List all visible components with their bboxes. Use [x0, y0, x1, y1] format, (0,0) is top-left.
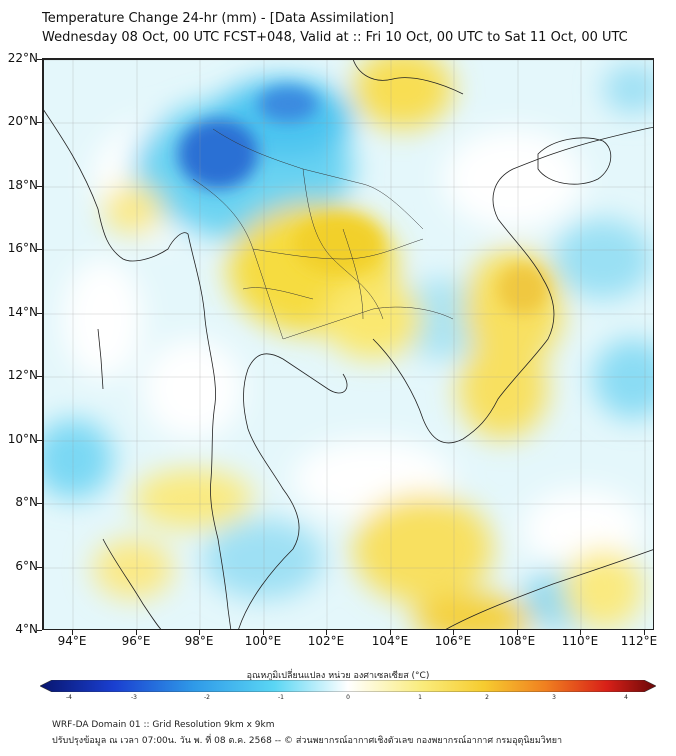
coastlines	[43, 59, 653, 629]
colorbar-tick-1: 1	[418, 694, 422, 701]
colorbar-tick-2: 2	[485, 694, 489, 701]
lon-label-98e: 98°E	[184, 634, 214, 648]
admin-borders	[192, 128, 454, 340]
lat-label-6n: 6°N	[15, 559, 38, 573]
lat-label-8n: 8°N	[15, 495, 38, 509]
colorbar-tick-minus2: -2	[204, 694, 210, 701]
map-title: Temperature Change 24-hr (mm) - [Data As…	[42, 11, 394, 26]
lat-label-10n: 10°N	[7, 432, 38, 446]
colorbar-tick-0: 0	[346, 694, 350, 701]
colorbar-title: อุณหภูมิเปลี่ยนแปลง หน่วย องศาเซลเซียส (…	[246, 671, 430, 681]
colorbar-tick-4: 4	[624, 694, 628, 701]
lon-label-106e: 106°E	[434, 634, 472, 648]
lat-label-14n: 14°N	[7, 305, 38, 319]
colorbar-tick-minus4: -4	[66, 694, 72, 701]
lon-label-102e: 102°E	[307, 634, 345, 648]
footer-model-info: WRF-DA Domain 01 :: Grid Resolution 9km …	[52, 720, 275, 730]
lat-label-12n: 12°N	[7, 368, 38, 382]
lon-label-104e: 104°E	[371, 634, 409, 648]
map-subtitle: Wednesday 08 Oct, 00 UTC FCST+048, Valid…	[42, 30, 628, 45]
lon-label-108e: 108°E	[498, 634, 536, 648]
colorbar-tick-minus1: -1	[278, 694, 284, 701]
colorbar-tick-3: 3	[552, 694, 556, 701]
lat-label-22n: 22°N	[7, 51, 38, 65]
lon-label-110e: 110°E	[561, 634, 599, 648]
lon-label-94e: 94°E	[57, 634, 87, 648]
lat-label-18n: 18°N	[7, 178, 38, 192]
colorbar-tick-minus3: -3	[131, 694, 137, 701]
map-canvas	[43, 59, 653, 629]
temperature-change-map	[42, 58, 654, 630]
colorbar	[40, 680, 656, 692]
lon-label-112e: 112°E	[620, 634, 658, 648]
lat-label-20n: 20°N	[7, 114, 38, 128]
lat-label-16n: 16°N	[7, 241, 38, 255]
footer-credit: ปรับปรุงข้อมูล ณ เวลา 07:00น. วัน พ. ที่…	[52, 736, 563, 746]
lon-label-96e: 96°E	[121, 634, 151, 648]
lat-label-4n: 4°N	[15, 622, 38, 636]
lon-label-100e: 100°E	[244, 634, 282, 648]
